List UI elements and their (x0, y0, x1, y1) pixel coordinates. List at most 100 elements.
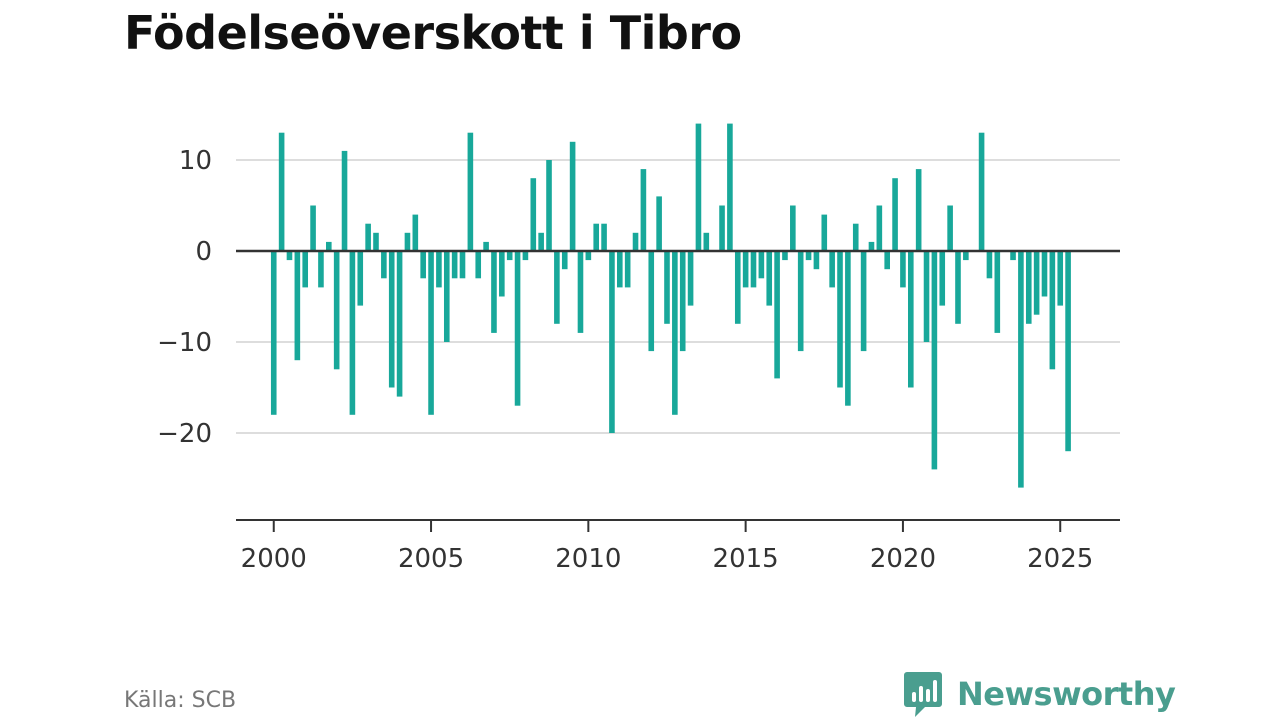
bars (270, 123, 1071, 488)
x-tick-label: 2015 (713, 544, 779, 574)
bar (617, 251, 623, 288)
chart-title: Födelseöverskott i Tibro (124, 6, 742, 60)
y-tick-label: −20 (157, 419, 212, 449)
x-tick-label: 2020 (870, 544, 936, 574)
bar (939, 251, 946, 306)
bar (381, 251, 387, 279)
bar (695, 123, 702, 251)
bar (412, 214, 419, 251)
bar (333, 251, 340, 370)
bar (561, 251, 568, 270)
bar (876, 205, 883, 251)
bar (632, 232, 639, 251)
bar (585, 251, 592, 261)
axes: 10 0 −10 −20 2000 2005 2010 2015 2020 2025 (157, 146, 1120, 574)
bar (703, 232, 710, 251)
bar (774, 251, 780, 379)
bar (915, 169, 922, 251)
bar (270, 251, 277, 415)
bar-chart-speech-bubble-icon (904, 672, 942, 717)
bar (1057, 251, 1064, 306)
bar (852, 223, 859, 251)
y-tick-label: 0 (195, 237, 212, 267)
bar (805, 251, 812, 261)
bar (341, 150, 348, 251)
bar (900, 251, 906, 288)
bar (860, 251, 867, 352)
bar (986, 251, 993, 279)
bar (1041, 251, 1048, 297)
bar (868, 241, 875, 251)
bar (931, 251, 938, 470)
bar (884, 251, 890, 270)
bar (955, 251, 961, 324)
bar (538, 232, 544, 251)
bar (640, 169, 647, 251)
bar (530, 178, 537, 251)
bar (892, 178, 898, 251)
bar (349, 251, 356, 415)
bar (947, 205, 953, 251)
bar (672, 251, 678, 415)
bar (373, 232, 379, 251)
bar (829, 251, 835, 288)
bar (734, 251, 741, 324)
y-tick-label: 10 (179, 146, 212, 176)
bar (766, 251, 773, 306)
bar (436, 251, 442, 288)
bar (388, 251, 395, 388)
bar (443, 251, 450, 342)
bar (286, 251, 293, 261)
bar (1010, 251, 1016, 261)
bar (719, 205, 725, 251)
bar (326, 241, 332, 251)
bar (601, 223, 607, 251)
bar (428, 251, 434, 415)
bar (790, 205, 796, 251)
bar (797, 251, 804, 352)
x-tick-label: 2005 (398, 544, 464, 574)
bar (318, 251, 324, 288)
bar (294, 251, 301, 361)
bar (546, 160, 552, 251)
bar (727, 123, 733, 251)
bar (758, 251, 765, 279)
bar (278, 132, 285, 251)
y-tick-label: −10 (157, 328, 212, 358)
bar (483, 241, 489, 251)
bar (577, 251, 584, 333)
bar (357, 251, 364, 306)
bar (742, 251, 749, 288)
x-tick-label: 2010 (555, 544, 621, 574)
bar (687, 251, 694, 306)
bar (522, 251, 529, 261)
bar (1065, 251, 1071, 452)
bar (624, 251, 631, 288)
bar (908, 251, 914, 388)
bar (1018, 251, 1024, 488)
bar (1033, 251, 1040, 315)
x-tick-label: 2025 (1027, 544, 1093, 574)
bar (978, 132, 985, 251)
bar (310, 205, 316, 251)
bar (609, 251, 615, 433)
bar (1049, 251, 1056, 370)
bar (837, 251, 843, 388)
bar (506, 251, 513, 261)
bar (963, 251, 969, 261)
bar (821, 214, 828, 251)
bar (782, 251, 788, 261)
bar (593, 223, 600, 251)
bar (845, 251, 851, 406)
bar (648, 251, 655, 352)
bar (451, 251, 458, 279)
brand-name: Newsworthy (957, 675, 1176, 713)
bar (499, 251, 505, 297)
gridlines (236, 159, 1120, 434)
bar (750, 251, 757, 288)
bar (656, 196, 662, 251)
bar (475, 251, 482, 279)
bar (1025, 251, 1032, 324)
bar (923, 251, 930, 342)
